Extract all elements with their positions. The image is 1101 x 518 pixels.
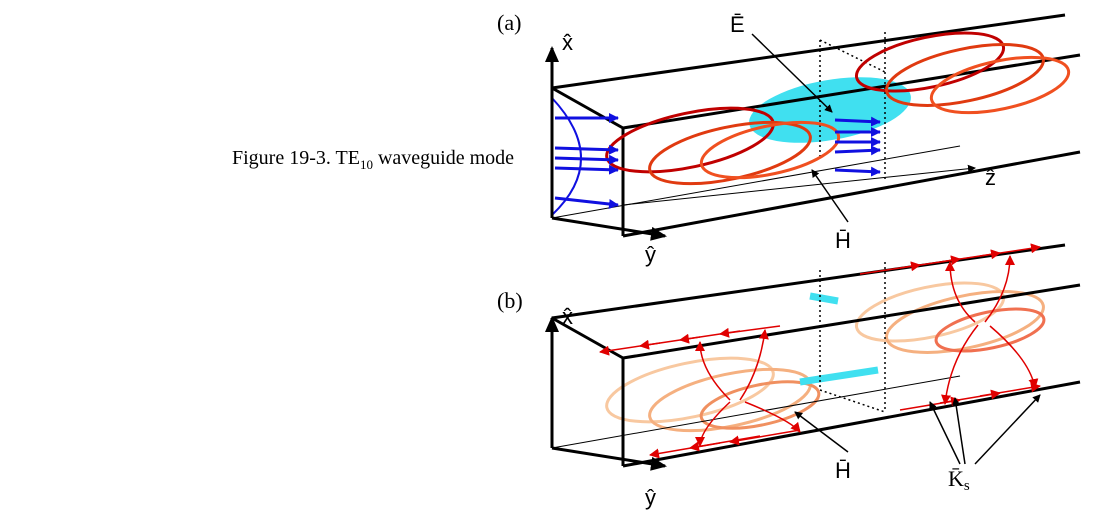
- waveguide: [552, 245, 1080, 466]
- panel-label: (b): [497, 288, 523, 313]
- panel-label: (a): [497, 10, 521, 35]
- k-label-main: K̄: [948, 466, 964, 491]
- x-axis-label: x̂: [562, 30, 573, 55]
- h-label: H̄: [835, 458, 851, 483]
- panel-b: (b): [497, 245, 1080, 510]
- e-label: Ē: [730, 12, 745, 37]
- y-axis-label: ŷ: [645, 485, 656, 510]
- h-label: H̄: [835, 228, 851, 253]
- x-axis-label: x̂: [562, 304, 573, 329]
- y-axis-label: ŷ: [645, 242, 656, 267]
- z-axis: [623, 168, 975, 205]
- y-axis: [552, 448, 665, 466]
- caption: Figure 19-3. TE10 waveguide mode: [232, 147, 514, 172]
- y-axis: [552, 218, 665, 236]
- e-bars: [800, 296, 878, 382]
- k-label: K̄s: [948, 466, 970, 494]
- caption-suffix: waveguide mode: [373, 147, 514, 169]
- cross-section: [820, 262, 885, 412]
- caption-subscript: 10: [360, 157, 373, 172]
- k-label-sub: s: [964, 478, 970, 494]
- figure: Figure 19-3. TE10 waveguide mode (a): [0, 0, 1101, 518]
- z-axis-label: ẑ: [985, 165, 996, 190]
- hidden-edge: [552, 146, 960, 218]
- caption-prefix: Figure 19-3. TE: [232, 147, 360, 169]
- panel-a: (a): [497, 10, 1080, 267]
